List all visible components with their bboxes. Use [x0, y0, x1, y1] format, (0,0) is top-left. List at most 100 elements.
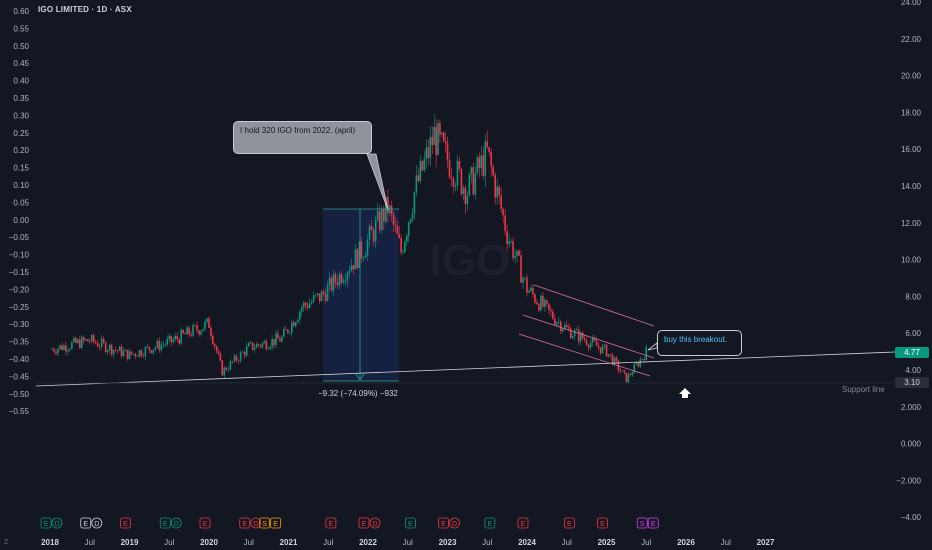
measure-region	[323, 209, 399, 381]
left-axis-tick: −0.10	[9, 251, 30, 260]
candle-body	[277, 333, 279, 339]
candle-body	[419, 161, 422, 182]
x-axis-tick: 2019	[121, 538, 139, 547]
event-marker-label: D	[54, 521, 59, 528]
candle-body	[567, 327, 570, 329]
candle-body	[200, 331, 202, 335]
candle-body	[625, 372, 628, 383]
last-price-tag: 4.77	[895, 347, 929, 358]
event-marker	[270, 517, 282, 529]
candle-body	[390, 205, 393, 215]
candle-body	[484, 141, 487, 176]
candle-body	[243, 351, 246, 356]
candle-body	[134, 353, 137, 357]
candle-body	[108, 344, 111, 351]
candle-body	[152, 349, 155, 353]
candle-body	[69, 348, 71, 351]
left-axis-tick: −0.40	[9, 355, 30, 364]
candle-body	[354, 249, 357, 270]
candle-body	[504, 215, 506, 232]
candle-body	[597, 345, 600, 348]
event-marker-label: E	[362, 521, 367, 528]
right-axis-tick: −4.00	[901, 513, 922, 522]
candle-body	[635, 363, 638, 365]
candle-body	[450, 177, 453, 179]
event-marker	[517, 517, 529, 529]
candle-body	[398, 233, 401, 238]
candle-body	[186, 327, 188, 335]
candle-body	[271, 338, 273, 348]
candle-body	[378, 210, 381, 231]
candle-body	[259, 345, 262, 347]
candle-body	[63, 345, 65, 350]
candle-body	[235, 355, 238, 361]
x-axis-tick: Jul	[403, 538, 413, 547]
candle-body	[287, 329, 289, 333]
candle-body	[229, 361, 232, 370]
candle-body	[396, 225, 399, 234]
candle-body	[482, 155, 485, 176]
candle-body	[130, 351, 133, 355]
candle-body	[140, 350, 143, 356]
candle-body	[328, 277, 331, 286]
candle-body	[496, 186, 498, 198]
event-marker	[239, 517, 251, 529]
candle-body	[472, 167, 475, 195]
candle-body	[144, 347, 147, 357]
left-axis-tick: 0.15	[13, 164, 29, 173]
event-marker-label: S	[262, 521, 267, 528]
left-axis-tick: 0.60	[13, 7, 29, 16]
candle-body	[528, 291, 530, 293]
event-marker-label: D	[452, 521, 457, 528]
candle-body	[392, 214, 395, 225]
left-axis-tick: −0.05	[9, 233, 30, 242]
candle-body	[112, 349, 115, 355]
candle-body	[344, 280, 347, 282]
candle-body	[615, 357, 618, 362]
event-marker	[647, 517, 659, 529]
candle-body	[176, 336, 178, 340]
candle-body	[198, 330, 200, 335]
event-marker-label: E	[123, 521, 128, 528]
candle-body	[603, 344, 606, 346]
candle-body	[589, 342, 592, 348]
candle-body	[488, 147, 491, 153]
candle-body	[267, 348, 270, 350]
event-marker	[91, 517, 103, 529]
candle-body	[249, 342, 252, 344]
candle-body	[536, 302, 538, 305]
event-marker-label: E	[651, 521, 656, 528]
candle-body	[304, 302, 307, 306]
candle-body	[388, 205, 391, 213]
candle-body	[57, 348, 59, 354]
candle-body	[561, 329, 564, 332]
candle-body	[565, 325, 568, 328]
x-axis-tick: 2025	[598, 538, 616, 547]
candle-body	[444, 141, 447, 143]
right-axis-tick: 10.00	[901, 256, 922, 265]
candle-body	[322, 291, 325, 294]
candle-body	[506, 231, 508, 245]
candle-body	[573, 330, 576, 336]
left-axis-tick: 0.50	[13, 42, 29, 51]
candle-body	[306, 305, 309, 309]
event-marker	[80, 517, 92, 529]
hold-note-callout[interactable]: I hold 320 IGO from 2022. (april)	[233, 121, 372, 154]
candle-body	[318, 293, 321, 302]
candle-body	[464, 187, 467, 205]
candle-body	[524, 277, 526, 279]
candle-body	[118, 346, 121, 351]
candle-body	[376, 210, 379, 221]
candle-body	[404, 241, 406, 253]
candle-body	[407, 222, 410, 236]
x-axis-tick: Jul	[164, 538, 174, 547]
left-axis-tick: 0.35	[13, 94, 29, 103]
candle-body	[468, 174, 471, 196]
event-marker-label: E	[242, 521, 247, 528]
candle-body	[59, 345, 61, 349]
candle-body	[245, 346, 248, 356]
event-marker-label: E	[273, 521, 278, 528]
breakout-note-callout[interactable]: buy this breakout.	[657, 330, 742, 356]
x-axis-tick: 2021	[280, 538, 298, 547]
